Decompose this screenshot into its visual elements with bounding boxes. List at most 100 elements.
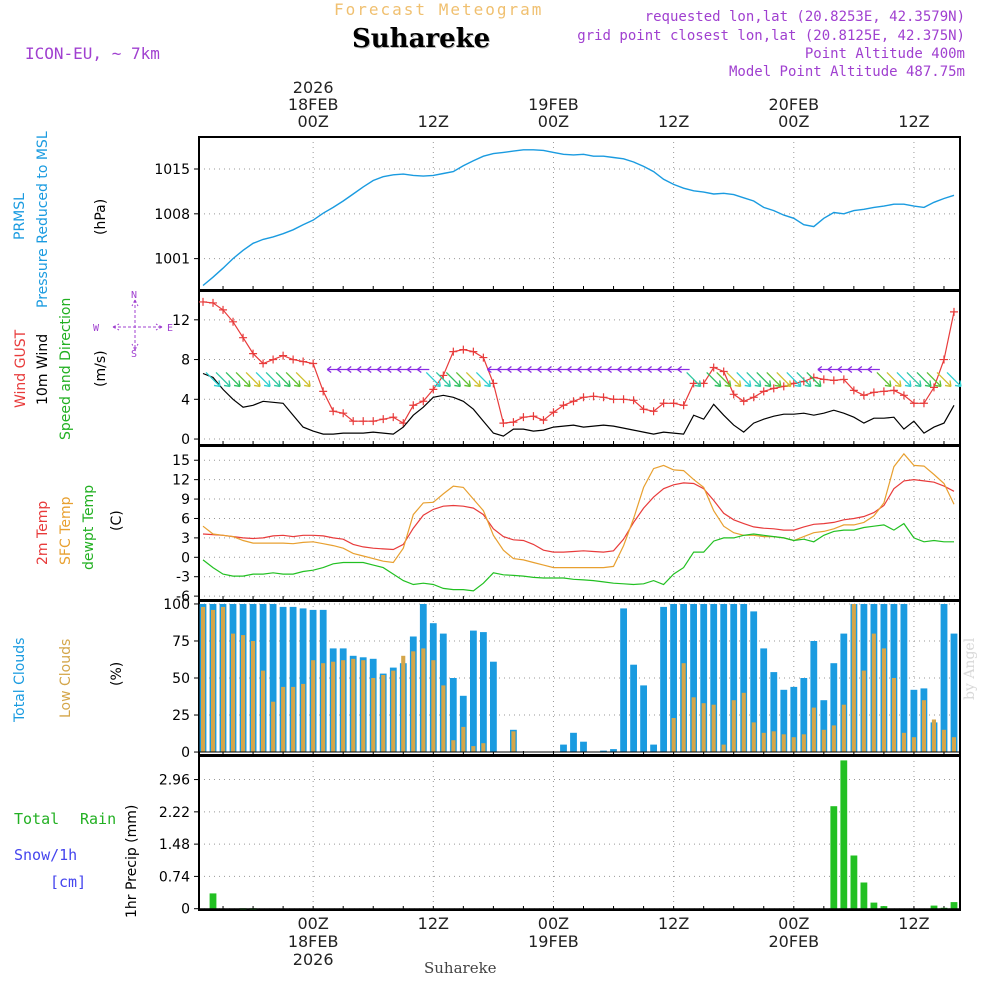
gust-marker [579, 393, 588, 402]
total-cloud-bar [790, 686, 798, 753]
low-cloud-bar [391, 670, 396, 752]
temp-label-2m: 2m Temp [35, 501, 51, 565]
precip-bar [930, 905, 938, 909]
wind-direction-arrow [366, 365, 380, 374]
total-cloud-bar [630, 664, 637, 753]
wind-direction-arrow [396, 365, 410, 374]
total-cloud-bar [760, 648, 768, 753]
low-cloud-bar [781, 734, 786, 753]
wind-direction-arrow [425, 371, 441, 388]
low-cloud-bar [351, 658, 356, 753]
low-cloud-bar [201, 606, 206, 752]
gust-marker [729, 390, 738, 399]
low-cloud-bar [761, 732, 766, 753]
wind-direction-arrow [215, 371, 231, 388]
gust-marker [509, 418, 518, 427]
wind-direction-arrow [916, 371, 932, 388]
low-cloud-bar [511, 731, 516, 752]
total-cloud-bar [740, 604, 748, 753]
time-label-top: 19FEB [528, 95, 579, 114]
wind-y-tick-label: 4 [181, 392, 190, 408]
wind-direction-arrow [706, 371, 722, 388]
time-label-bottom: 19FEB [528, 932, 579, 951]
wind-direction-arrow [225, 371, 241, 388]
total-cloud-bar [820, 700, 828, 752]
temperature-y-tick-label: 12 [172, 473, 190, 489]
time-label-top: 2026 [293, 78, 334, 97]
wind-direction-arrow [906, 371, 922, 388]
low-cloud-bar [691, 697, 696, 753]
gust-marker [599, 393, 608, 402]
wind-y-tick-label: 0 [181, 432, 190, 448]
low-cloud-bar [911, 737, 916, 752]
wind-direction-arrow [936, 371, 952, 388]
total-cloud-bar [279, 606, 287, 752]
gust-marker [409, 401, 418, 410]
gust-marker [879, 387, 888, 396]
pressure-y-tick-label: 1015 [154, 162, 190, 178]
low-cloud-bar [841, 704, 846, 753]
wind-direction-arrow [547, 365, 560, 374]
temperature-y-tick-label: -3 [176, 570, 190, 586]
wind-label-direction: Speed and Direction [58, 298, 74, 440]
wind-direction-arrow [567, 365, 580, 374]
wind-direction-arrow [356, 365, 370, 374]
precip-label-rain: Rain [80, 810, 116, 828]
gust-marker [639, 405, 648, 414]
low-cloud-bar [801, 734, 806, 753]
low-cloud-bar [221, 606, 226, 752]
gust-marker [689, 379, 698, 388]
gust-marker [609, 395, 618, 404]
gust-marker [429, 385, 438, 394]
wind-direction-arrow [946, 371, 962, 388]
wind-direction-arrow [557, 365, 570, 374]
wind-direction-arrow [857, 365, 870, 374]
temperature-panel [194, 445, 961, 601]
precip-y-tick-label: 1.48 [159, 837, 190, 853]
location-title: Suhareke [352, 24, 491, 54]
precip-bar [870, 902, 878, 909]
gust-marker [319, 387, 328, 396]
total-cloud-bar [570, 732, 577, 753]
gust-marker [779, 382, 788, 391]
low-cloud-bar [741, 692, 746, 752]
wind-direction-arrow [455, 371, 471, 388]
low-cloud-bar [341, 660, 346, 752]
total-cloud-bar [830, 663, 838, 752]
low-cloud-bar [261, 670, 266, 752]
wind-direction-arrow [537, 365, 550, 374]
low-cloud-bar [231, 633, 236, 753]
precip-bar [850, 855, 858, 909]
low-cloud-bar [791, 737, 796, 752]
cloud-label-unit: (%) [109, 662, 125, 686]
wind-direction-arrow [677, 365, 690, 374]
wind-direction-arrow [796, 371, 812, 388]
wind-direction-arrow [886, 371, 902, 388]
low-cloud-bar [291, 686, 296, 753]
total-cloud-bar [910, 689, 918, 752]
low-cloud-bar [241, 635, 246, 753]
temp-label-unit: (C) [109, 510, 125, 531]
wind-y-tick-label: 12 [172, 313, 190, 329]
precip-bar [209, 893, 217, 909]
wind-direction-arrow [475, 371, 492, 388]
wind-direction-arrow [336, 365, 350, 374]
wind-direction-arrow [607, 365, 620, 374]
wind-direction-arrow [597, 365, 610, 374]
low-cloud-bar [211, 609, 216, 753]
total-cloud-bar [940, 604, 948, 753]
wind-direction-arrow [806, 371, 822, 388]
gust-marker [539, 416, 548, 425]
precip-bar [830, 806, 838, 909]
total-cloud-bar [810, 641, 818, 753]
temp-label-sfc: SFC Temp [58, 496, 74, 565]
gust-marker [939, 355, 948, 364]
total-cloud-bar [900, 604, 908, 753]
wind-direction-arrow [275, 371, 291, 388]
gust-marker [459, 345, 468, 354]
dewpoint-line [202, 522, 954, 592]
wind-direction-arrow [435, 371, 451, 388]
gust-marker [839, 375, 848, 384]
wind-direction-arrow [205, 371, 221, 388]
clouds-y-tick-label: 25 [172, 708, 190, 724]
